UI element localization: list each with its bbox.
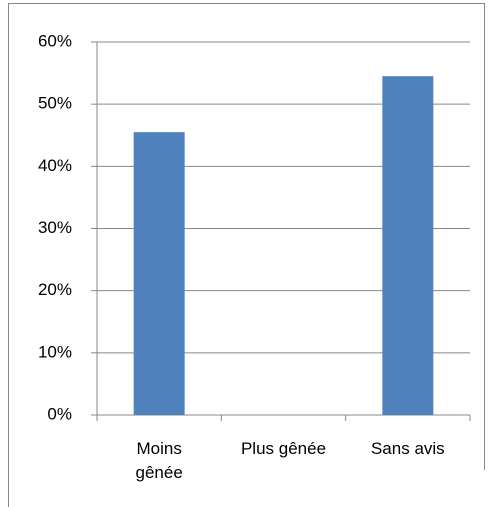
y-tick-label: 20% (38, 280, 72, 299)
y-tick-label: 10% (38, 342, 72, 361)
bar (133, 132, 185, 415)
chart-border (8, 3, 485, 507)
y-tick-label: 0% (47, 404, 72, 423)
x-tick-label: Plus gênée (240, 439, 327, 458)
x-tick-label: Moins gênée (135, 439, 183, 482)
bar (382, 76, 434, 416)
y-tick-label: 30% (38, 218, 72, 237)
x-tick-label: Sans avis (370, 439, 445, 458)
y-tick-label: 60% (38, 31, 72, 50)
y-tick-label: 40% (38, 156, 72, 175)
y-tick-label: 50% (38, 94, 72, 113)
